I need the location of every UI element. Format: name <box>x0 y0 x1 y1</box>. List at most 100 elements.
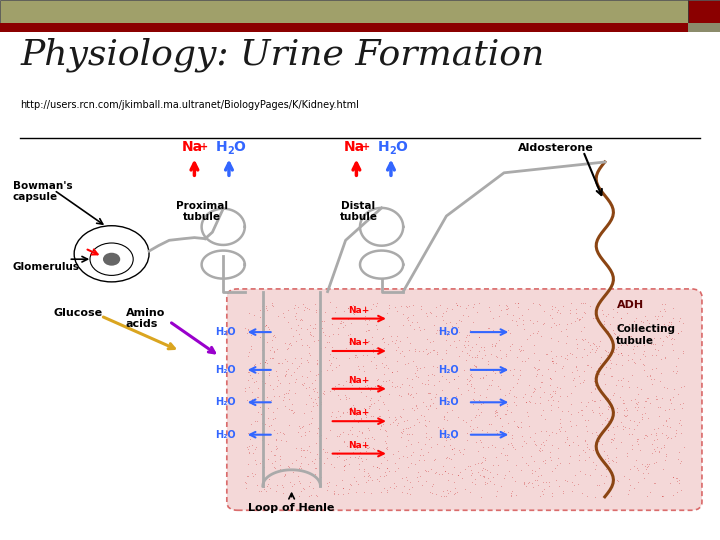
Point <box>577 410 588 419</box>
Point <box>384 300 395 309</box>
Point <box>474 436 485 444</box>
Point <box>307 324 318 333</box>
Point <box>510 299 521 308</box>
Point <box>501 406 513 415</box>
Point <box>433 422 444 431</box>
Point <box>482 357 494 366</box>
Point <box>665 320 677 328</box>
Point <box>579 416 590 424</box>
Point <box>278 472 289 481</box>
Point <box>611 345 622 354</box>
Point <box>328 386 340 394</box>
Point <box>465 426 477 435</box>
Point <box>402 359 413 368</box>
Point <box>491 429 503 438</box>
Point <box>336 319 347 328</box>
Point <box>552 396 564 405</box>
Point <box>243 383 254 391</box>
Point <box>312 356 323 364</box>
Point <box>270 441 282 450</box>
Point <box>492 469 503 478</box>
Point <box>363 424 374 433</box>
Point <box>348 338 360 346</box>
Point <box>436 433 448 441</box>
Point <box>517 315 528 324</box>
Point <box>620 334 631 342</box>
Point <box>459 341 470 349</box>
Point <box>470 438 482 447</box>
Point <box>420 402 432 411</box>
Point <box>474 342 486 351</box>
Point <box>268 408 279 417</box>
Point <box>626 370 637 379</box>
Point <box>378 362 390 371</box>
Point <box>479 472 490 481</box>
Point <box>431 468 442 477</box>
Point <box>419 421 431 429</box>
Point <box>382 464 393 473</box>
Point <box>639 396 651 405</box>
Point <box>365 488 377 497</box>
Point <box>521 408 533 416</box>
Point <box>428 361 439 370</box>
Point <box>425 348 436 356</box>
Point <box>258 428 269 436</box>
Point <box>670 474 682 483</box>
Point <box>309 395 320 403</box>
Point <box>491 428 503 437</box>
Point <box>673 478 685 487</box>
Point <box>525 452 536 461</box>
Point <box>404 478 415 487</box>
Point <box>333 416 344 425</box>
Point <box>603 404 614 413</box>
Point <box>631 440 643 449</box>
Point <box>644 488 656 496</box>
Point <box>311 449 323 458</box>
Point <box>448 444 459 453</box>
Point <box>549 366 561 375</box>
Point <box>635 316 647 325</box>
Point <box>646 350 657 359</box>
Text: +: + <box>200 142 208 152</box>
Point <box>469 460 480 468</box>
Point <box>277 489 289 498</box>
Point <box>570 382 581 390</box>
Point <box>420 345 432 353</box>
Point <box>343 485 355 494</box>
Point <box>602 348 613 357</box>
Point <box>305 407 317 416</box>
Point <box>490 409 501 417</box>
Point <box>428 320 440 329</box>
Point <box>426 309 437 318</box>
Point <box>374 471 386 480</box>
Point <box>272 359 284 367</box>
Point <box>496 422 508 431</box>
Point <box>284 379 295 387</box>
Point <box>422 334 433 343</box>
Point <box>412 366 423 374</box>
Point <box>608 391 619 400</box>
Point <box>243 428 254 437</box>
Point <box>405 390 416 399</box>
Point <box>654 402 665 411</box>
Point <box>578 323 590 332</box>
Point <box>423 389 435 397</box>
Point <box>600 450 612 459</box>
Point <box>539 441 550 450</box>
Point <box>602 394 613 403</box>
Point <box>334 319 346 327</box>
Point <box>310 300 321 308</box>
Point <box>257 450 269 459</box>
Point <box>508 370 519 379</box>
Point <box>654 327 666 335</box>
Point <box>465 382 477 391</box>
Point <box>305 321 316 329</box>
Point <box>536 370 548 379</box>
Point <box>287 332 299 341</box>
Point <box>579 299 590 307</box>
Point <box>503 418 514 427</box>
Point <box>624 464 636 473</box>
Point <box>449 484 461 492</box>
Point <box>338 322 349 331</box>
Point <box>328 488 339 497</box>
